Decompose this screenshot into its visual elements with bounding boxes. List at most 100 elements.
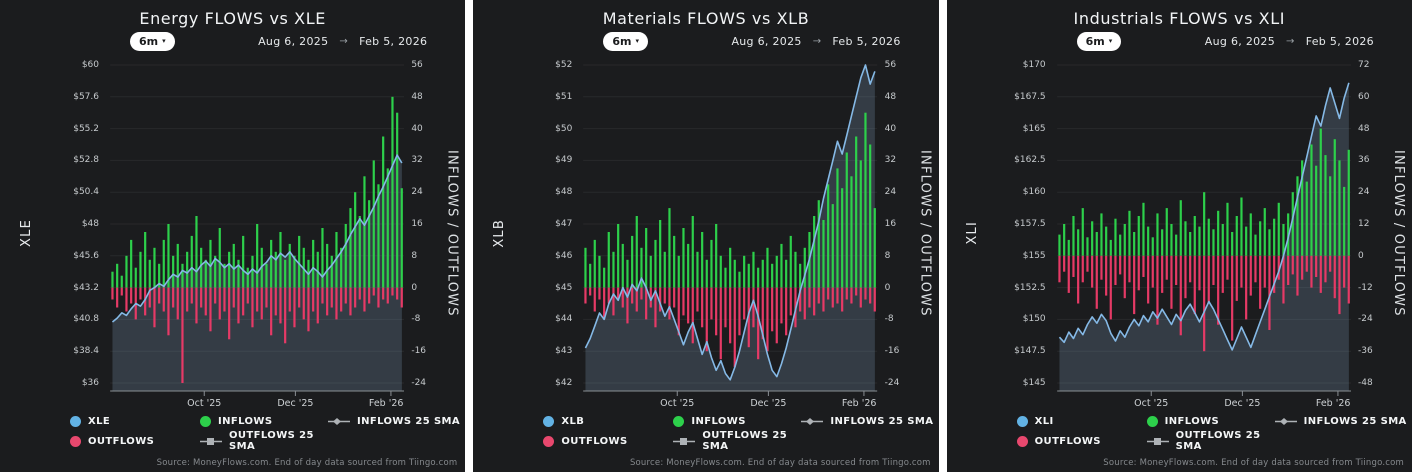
inflow-bar <box>330 255 333 288</box>
flow-tick-label: -16 <box>884 346 900 357</box>
price-tick-label: $160 <box>1022 187 1046 198</box>
inflow-bar <box>775 255 779 288</box>
chart-controls: 6m ▾ Aug 6, 2025 → Feb 5, 2026 <box>947 30 1412 57</box>
outflow-bar <box>1240 255 1243 288</box>
inflow-bar <box>1324 155 1327 256</box>
outflow-bar <box>218 287 221 320</box>
outflow-bar <box>808 287 811 308</box>
outflow-bar <box>663 287 667 304</box>
inflow-bar <box>752 251 755 288</box>
inflow-bar <box>1226 202 1229 256</box>
inflow-bar <box>1193 216 1196 256</box>
outflow-bar <box>640 287 643 300</box>
outflow-bar <box>237 287 240 324</box>
outflow-bar <box>228 287 231 340</box>
outflow-bar <box>1305 255 1308 272</box>
range-dropdown[interactable]: 6m ▾ <box>603 32 648 51</box>
inflow-bar <box>603 267 606 288</box>
inflow-bar <box>1258 221 1261 256</box>
range-dropdown[interactable]: 6m ▾ <box>130 32 175 51</box>
legend-item-outflows-sma[interactable]: OUTFLOWS 25 SMA <box>200 430 328 452</box>
legend-item-symbol[interactable]: XLI <box>1016 416 1147 427</box>
legend-item-inflows-sma[interactable]: INFLOWS 25 SMA <box>801 416 938 427</box>
inflow-bar <box>1067 239 1070 256</box>
inflow-bar <box>176 243 179 288</box>
chevron-down-icon: ▾ <box>1108 37 1113 45</box>
inflow-bar <box>190 235 193 288</box>
inflow-bar <box>139 251 142 288</box>
flow-tick-label: -8 <box>884 314 894 325</box>
inflow-bar <box>715 224 718 288</box>
inflow-bar <box>1314 165 1317 256</box>
inflow-bar <box>822 220 825 288</box>
price-tick-label: $52 <box>555 60 573 70</box>
range-label: 6m <box>1085 35 1105 48</box>
legend-inflows-label: INFLOWS <box>691 416 746 427</box>
inflow-bar <box>1184 221 1187 256</box>
outflow-bar <box>204 287 207 316</box>
legend-item-symbol[interactable]: XLE <box>70 416 200 427</box>
inflow-bar <box>869 144 872 288</box>
inflow-bar <box>1076 229 1079 256</box>
legend-item-outflows-sma[interactable]: OUTFLOWS 25 SMA <box>1146 430 1275 452</box>
outflow-bar <box>1342 255 1345 288</box>
outflow-bar <box>1137 255 1140 291</box>
arrow-right-icon: → <box>812 36 822 47</box>
outflow-bar <box>1072 255 1075 277</box>
range-dropdown[interactable]: 6m ▾ <box>1076 32 1122 51</box>
inflow-bar <box>1230 232 1233 256</box>
x-tick-label: Feb '26 <box>369 398 404 409</box>
legend-item-inflows-sma[interactable]: INFLOWS 25 SMA <box>1274 416 1412 427</box>
legend-item-inflows[interactable]: INFLOWS <box>673 416 801 427</box>
outflow-bar <box>771 287 774 332</box>
price-axis-ticks: $60 $57.6 $55.2 $52.8 $50.4 $48 $45.6 $43.2 $40.… <box>52 57 110 409</box>
inflow-bar <box>1114 218 1117 256</box>
legend-item-outflows[interactable]: OUTFLOWS <box>543 430 673 452</box>
outflow-bar <box>733 287 737 368</box>
outflow-bar <box>256 287 259 312</box>
inflow-bar <box>1095 232 1098 256</box>
flow-tick-label: 12 <box>1357 219 1370 229</box>
inflow-bar <box>1244 226 1247 256</box>
inflow-bar <box>148 259 151 288</box>
symbol-dot-icon <box>1016 416 1028 427</box>
x-tick-label: Oct '25 <box>1134 398 1168 409</box>
inflow-bar <box>1263 208 1266 256</box>
legend-item-symbol[interactable]: XLB <box>543 416 673 427</box>
inflow-bar <box>1212 229 1215 256</box>
inflows-dot-icon <box>1146 416 1158 427</box>
legend-outflows-sma-label: OUTFLOWS 25 SMA <box>702 430 788 452</box>
outflow-bar <box>158 287 161 304</box>
legend-item-inflows-sma[interactable]: INFLOWS 25 SMA <box>328 416 465 427</box>
legend-item-inflows[interactable]: INFLOWS <box>200 416 328 427</box>
industrials-panel: Industrials FLOWS vs XLI 6m ▾ Aug 6, 202… <box>946 0 1412 472</box>
inflow-bar <box>831 204 835 288</box>
outflow-bar <box>1333 255 1336 299</box>
outflow-bar <box>1268 255 1271 330</box>
outflow-bar <box>1090 255 1093 288</box>
price-tick-label: $44 <box>555 314 573 325</box>
page-title: Industrials FLOWS vs XLI <box>1073 9 1286 28</box>
chart-area: XLB $52 $51 $50 $49 $48 $47 $46 $45 $44 $43 $42 Oc… <box>473 57 938 409</box>
outflow-bar <box>668 287 671 320</box>
inflow-bar <box>1310 144 1313 256</box>
page-title: Materials FLOWS vs XLB <box>602 9 810 28</box>
outflow-bar <box>1244 255 1247 320</box>
outflow-bar <box>864 287 867 300</box>
legend-item-outflows[interactable]: OUTFLOWS <box>1016 430 1147 452</box>
symbol-dot-icon <box>70 416 81 427</box>
inflow-bar <box>288 243 291 288</box>
chevron-down-icon: ▾ <box>635 37 639 45</box>
inflow-bar <box>1100 213 1103 256</box>
legend-item-outflows-sma[interactable]: OUTFLOWS 25 SMA <box>673 430 801 452</box>
legend-item-inflows[interactable]: INFLOWS <box>1146 416 1275 427</box>
legend-item-outflows[interactable]: OUTFLOWS <box>70 430 200 452</box>
flow-tick-label: 16 <box>884 219 897 229</box>
inflow-bar <box>710 239 713 288</box>
inflow-bar <box>298 235 301 288</box>
outflow-bar <box>654 287 657 328</box>
right-axis-title: INFLOWS / OUTFLOWS <box>1390 149 1406 317</box>
outflow-bar <box>377 287 380 308</box>
outflow-bar <box>687 287 690 324</box>
date-range: Aug 6, 2025 → Feb 5, 2026 <box>258 35 427 48</box>
